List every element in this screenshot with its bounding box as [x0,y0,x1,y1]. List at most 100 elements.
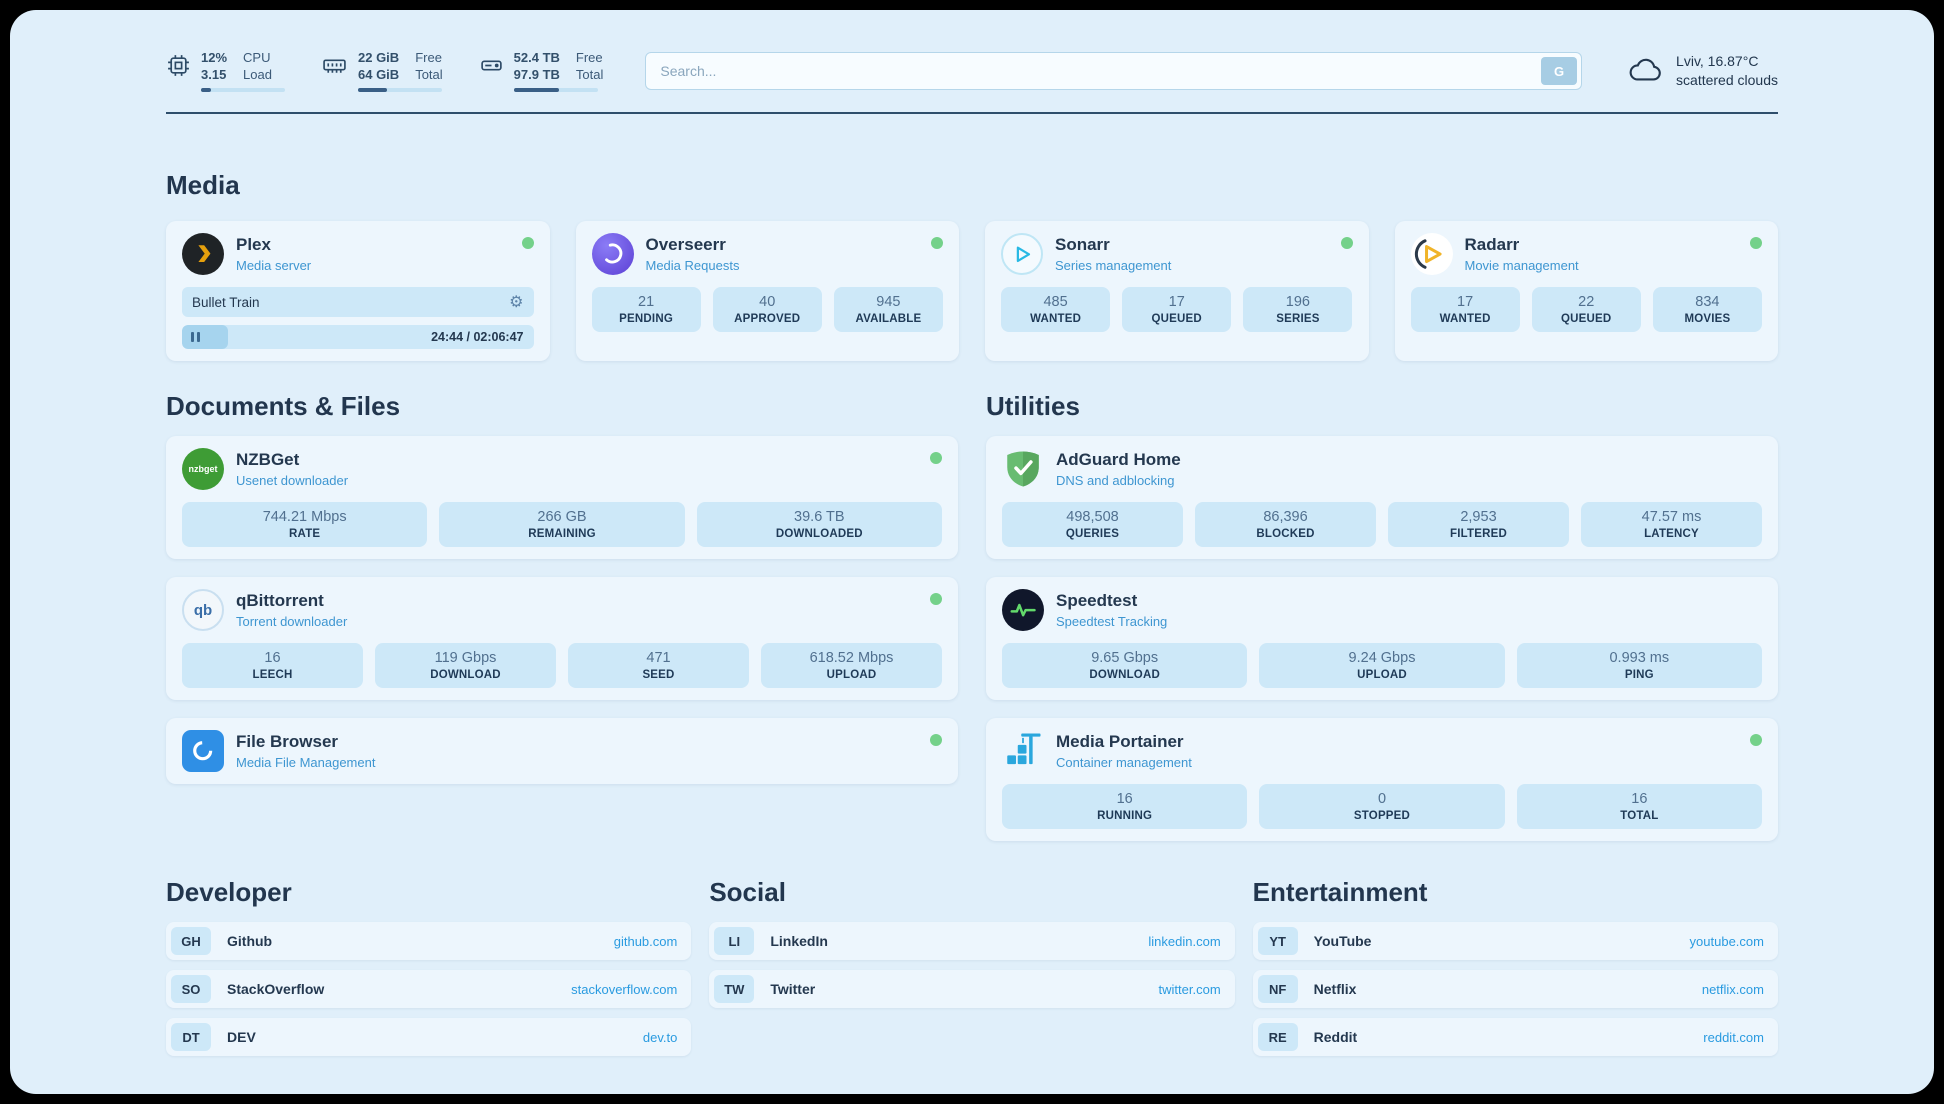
bookmark-url[interactable]: youtube.com [1689,933,1764,949]
stat-wanted: 17 WANTED [1410,287,1520,332]
plex-icon [182,233,224,275]
section-title-developer: Developer [166,877,292,907]
header-divider [166,112,1778,114]
section-title-documents: Documents & Files [166,391,401,421]
bookmark-abbr: LI [714,927,755,955]
app-card-adguard[interactable]: AdGuard Home DNS and adblocking 498,508 … [986,436,1778,559]
app-card-plex[interactable]: Plex Media server Bullet Train ⚙ 24:44 /… [166,221,550,361]
app-card-radarr[interactable]: Radarr Movie management 17 WANTED 22 QUE… [1394,221,1778,361]
stat-movies: 834 MOVIES [1652,287,1762,332]
app-name: NZBGet [236,450,300,469]
social-column: Social LI LinkedIn linkedin.com TW Twitt… [709,877,1235,1018]
status-dot [930,734,942,746]
app-desc: Series management [1055,258,1172,273]
sonarr-icon [1001,233,1043,275]
app-card-nzbget[interactable]: nzbget NZBGet Usenet downloader 744.21 M… [166,436,958,559]
bookmark-url[interactable]: netflix.com [1701,981,1764,997]
now-playing-row: Bullet Train ⚙ [182,287,534,317]
pause-icon[interactable] [191,332,200,342]
playback-progress-bar[interactable]: 24:44 / 02:06:47 [182,325,534,349]
app-name: qBittorrent [236,591,324,610]
bookmark-url[interactable]: github.com [613,933,678,949]
app-card-overseerr[interactable]: Overseerr Media Requests 21 PENDING 40 A… [575,221,959,361]
app-card-sonarr[interactable]: Sonarr Series management 485 WANTED 17 Q… [985,221,1369,361]
search-engine-button[interactable]: G [1541,57,1578,85]
stat-leech: 16 LEECH [182,643,363,688]
app-desc: Container management [1056,755,1192,770]
app-desc: Movie management [1464,258,1579,273]
ram-icon [323,59,346,73]
bookmark-twitter[interactable]: TW Twitter twitter.com [709,970,1235,1008]
app-name: AdGuard Home [1056,450,1181,469]
bookmark-github[interactable]: GH Github github.com [166,922,692,960]
app-name: File Browser [236,732,339,751]
stat-stopped: 0 STOPPED [1259,784,1505,829]
disk-free-label: Free [575,50,603,65]
bookmark-reddit[interactable]: RE Reddit reddit.com [1252,1018,1778,1056]
bookmark-url[interactable]: reddit.com [1703,1029,1764,1045]
app-name: Speedtest [1056,591,1138,610]
bookmark-url[interactable]: linkedin.com [1148,933,1221,949]
bookmark-dev[interactable]: DT DEV dev.to [166,1018,692,1056]
disk-progress-bar [513,88,598,92]
gear-icon[interactable]: ⚙ [509,294,524,311]
disk-total-value: 97.9 TB [513,67,560,82]
app-card-filebrowser[interactable]: File Browser Media File Management [166,718,958,784]
cpu-load-value: 3.15 [201,67,227,82]
disk-metric: 52.4 TB 97.9 TB Free Total [479,50,603,92]
status-dot [1750,237,1762,249]
status-dot [931,237,943,249]
bookmark-name: Netflix [1313,981,1357,997]
app-name: Overseerr [645,235,726,254]
stat-latency: 47.57 ms LATENCY [1581,502,1762,547]
status-dot [521,237,534,249]
status-dot [1750,734,1762,746]
bookmark-netflix[interactable]: NF Netflix netflix.com [1252,970,1778,1008]
section-title-entertainment: Entertainment [1252,877,1428,907]
utilities-column: Utilities AdGuard Home DNS and adblockin… [986,391,1778,841]
bookmark-url[interactable]: dev.to [642,1029,678,1045]
app-card-portainer[interactable]: Media Portainer Container management 16 … [986,718,1778,841]
stat-upload: 9.24 Gbps UPLOAD [1259,643,1505,688]
bookmark-abbr: YT [1257,927,1298,955]
weather-widget[interactable]: Lviv, 16.87°C scattered clouds [1628,52,1778,90]
bookmark-url[interactable]: stackoverflow.com [571,981,678,997]
bookmark-abbr: SO [171,975,211,1003]
stat-pending: 21 PENDING [591,287,701,332]
status-dot [930,593,942,605]
cloud-icon [1629,58,1661,81]
disk-free-value: 52.4 TB [513,50,560,65]
bookmark-stackoverflow[interactable]: SO StackOverflow stackoverflow.com [166,970,692,1008]
bookmark-abbr: TW [714,975,755,1003]
portainer-icon [1002,730,1044,772]
bookmark-name: DEV [227,1029,256,1045]
app-name: Sonarr [1055,235,1110,254]
bookmark-linkedin[interactable]: LI LinkedIn linkedin.com [709,922,1235,960]
stat-downloaded: 39.6 TB DOWNLOADED [696,502,942,547]
dashboard-panel: 12% 3.15 CPU Load [10,10,1934,1094]
bookmark-abbr: GH [171,927,211,955]
search-input[interactable] [645,52,1583,90]
ram-free-value: 22 GiB [358,50,400,65]
bookmark-abbr: RE [1257,1023,1298,1051]
stat-wanted: 485 WANTED [1001,287,1111,332]
bookmark-youtube[interactable]: YT YouTube youtube.com [1252,922,1778,960]
app-desc: DNS and adblocking [1056,473,1175,488]
app-desc: Usenet downloader [236,473,349,488]
stat-remaining: 266 GB REMAINING [439,502,685,547]
media-grid: Plex Media server Bullet Train ⚙ 24:44 /… [166,221,1778,361]
app-card-qbittorrent[interactable]: qb qBittorrent Torrent downloader 16 LEE… [166,577,958,700]
overseerr-icon [591,233,634,275]
app-desc: Media server [236,258,312,273]
ram-progress-bar [358,88,442,92]
developer-column: Developer GH Github github.com SO StackO… [166,877,692,1066]
qbittorrent-icon: qb [182,589,224,631]
ram-total-value: 64 GiB [358,67,400,82]
app-desc: Torrent downloader [236,614,348,629]
app-desc: Speedtest Tracking [1056,614,1168,629]
app-card-speedtest[interactable]: Speedtest Speedtest Tracking 9.65 Gbps D… [986,577,1778,700]
disk-icon [480,60,502,71]
stat-download: 9.65 Gbps DOWNLOAD [1002,643,1248,688]
bookmark-url[interactable]: twitter.com [1158,981,1221,997]
adguard-icon [1002,448,1044,490]
